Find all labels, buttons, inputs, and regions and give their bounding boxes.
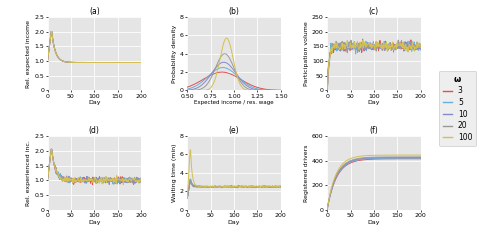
X-axis label: Day: Day bbox=[88, 100, 101, 105]
Y-axis label: Registered drivers: Registered drivers bbox=[304, 144, 309, 202]
Y-axis label: Rel. experienced inc.: Rel. experienced inc. bbox=[26, 140, 32, 206]
Title: (d): (d) bbox=[89, 126, 100, 135]
Y-axis label: Participation volume: Participation volume bbox=[304, 21, 309, 86]
Y-axis label: Probability density: Probability density bbox=[172, 25, 177, 83]
Title: (b): (b) bbox=[228, 7, 239, 16]
X-axis label: Day: Day bbox=[88, 220, 101, 225]
Title: (a): (a) bbox=[89, 7, 100, 16]
Title: (c): (c) bbox=[369, 7, 379, 16]
Y-axis label: Rel. expected income: Rel. expected income bbox=[26, 20, 32, 88]
X-axis label: Expected income / res. wage: Expected income / res. wage bbox=[194, 100, 274, 105]
Y-axis label: Waiting time (min): Waiting time (min) bbox=[172, 144, 177, 202]
X-axis label: Day: Day bbox=[228, 220, 240, 225]
Title: (e): (e) bbox=[229, 126, 239, 135]
Title: (f): (f) bbox=[370, 126, 378, 135]
X-axis label: Day: Day bbox=[368, 100, 380, 105]
Legend: 3, 5, 10, 20, 100: 3, 5, 10, 20, 100 bbox=[439, 71, 476, 146]
X-axis label: Day: Day bbox=[368, 220, 380, 225]
